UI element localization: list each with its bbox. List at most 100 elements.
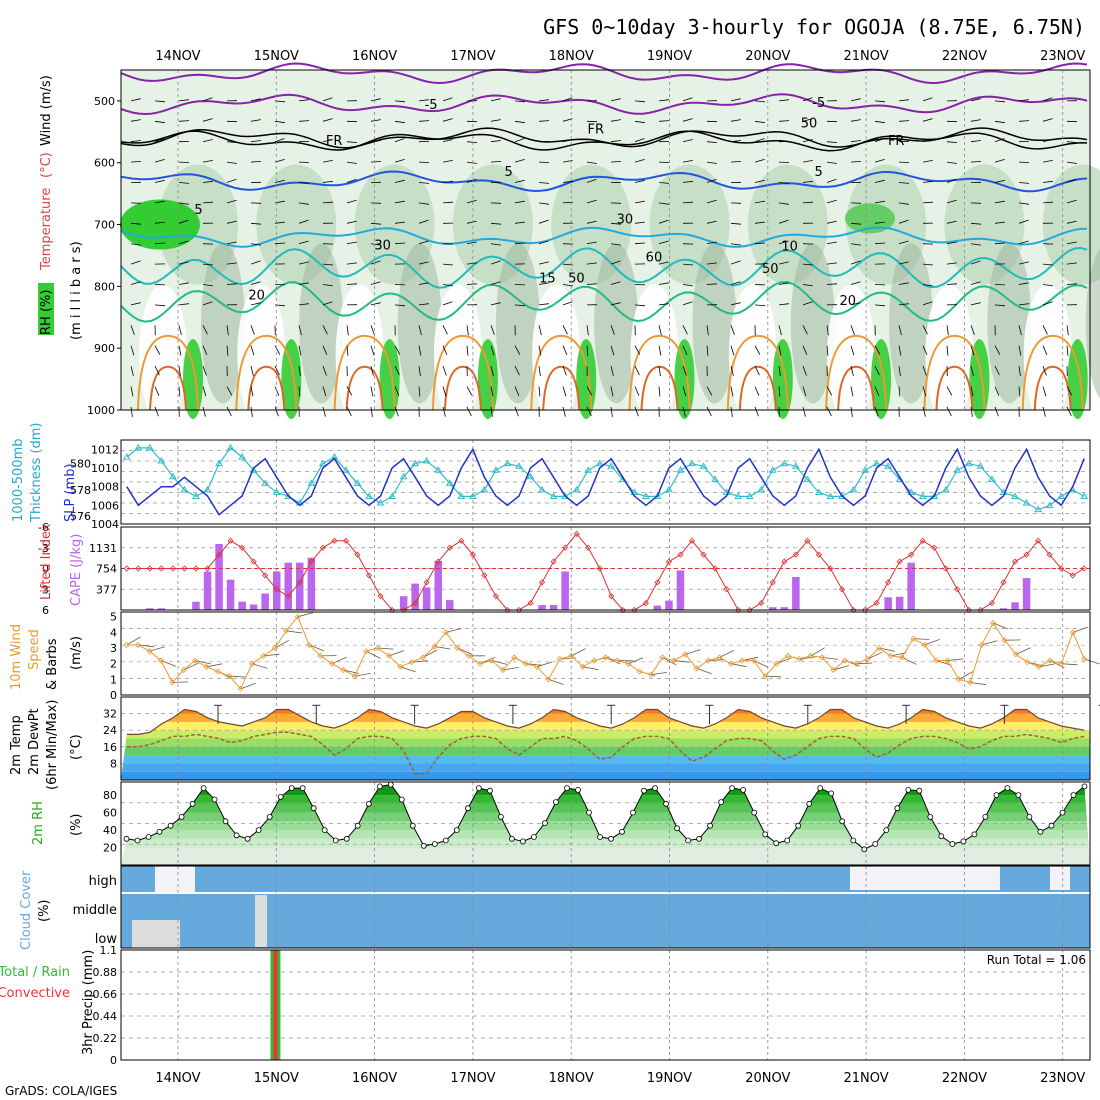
thickness-point xyxy=(988,475,996,482)
precip-tick: 0.44 xyxy=(93,1010,118,1023)
wind-barb xyxy=(466,199,477,204)
thickness-point xyxy=(861,466,869,473)
temp-color-band xyxy=(121,771,1090,780)
wind-barb xyxy=(658,325,662,336)
rh-point xyxy=(674,825,680,832)
wind-barb xyxy=(202,365,207,376)
wind-barb xyxy=(466,161,477,164)
wind-barb xyxy=(130,222,142,225)
wind-barb xyxy=(202,160,213,163)
thickness-label-2: Thickness (dm) xyxy=(29,423,44,523)
wind-barb xyxy=(1066,262,1077,265)
wind-barb xyxy=(490,366,494,376)
wind-barb xyxy=(610,406,613,417)
lifted-index-point xyxy=(458,537,465,544)
precip-label-1: Total / Rain xyxy=(0,965,70,980)
wind10-point xyxy=(955,676,962,683)
pressure-tick: 600 xyxy=(94,157,115,170)
wind-barb xyxy=(922,406,926,417)
wind10-barb xyxy=(901,657,917,665)
temperature-contour xyxy=(120,170,1088,193)
rh-point xyxy=(608,835,614,842)
cape-bar xyxy=(653,605,662,610)
wind-barb xyxy=(682,180,693,183)
wind-barb xyxy=(658,202,669,205)
wind10-point xyxy=(465,652,472,659)
wind-barb xyxy=(1042,406,1046,417)
wind-barb xyxy=(730,222,742,225)
cape-bar xyxy=(792,577,800,610)
wind-barb xyxy=(754,386,760,396)
wind-barb xyxy=(298,120,310,122)
wind10-point xyxy=(750,657,757,664)
thickness-point xyxy=(157,457,166,464)
wind-barb xyxy=(826,178,837,183)
wind-barb xyxy=(874,179,885,183)
thickness-point xyxy=(1080,492,1089,499)
wind-barb xyxy=(322,139,333,143)
wind-barb xyxy=(346,178,357,183)
wind-barb xyxy=(730,140,741,143)
wind-barb xyxy=(490,161,502,163)
wind-barb xyxy=(1042,284,1053,287)
wind-barb xyxy=(178,303,189,306)
wind-barb xyxy=(202,325,208,335)
lifted-index-point xyxy=(677,551,684,558)
temperature-contour xyxy=(120,246,1088,289)
wind-barb xyxy=(922,263,934,266)
wind-barb xyxy=(682,301,693,306)
wind-barb xyxy=(490,406,493,417)
wind-barb xyxy=(370,161,382,163)
wind-barb xyxy=(898,386,901,397)
thickness-point xyxy=(572,485,581,493)
wind-barb xyxy=(250,345,255,356)
rh-point xyxy=(145,834,152,840)
wind-barb xyxy=(922,97,933,102)
thickness-point xyxy=(688,459,696,467)
wind10-point xyxy=(294,613,301,620)
date-label-bottom: 21NOV xyxy=(844,1071,889,1086)
thickness-point xyxy=(745,492,754,499)
wind-barb xyxy=(298,345,302,356)
wind-barb xyxy=(994,200,1005,204)
wind-barb xyxy=(298,182,310,184)
wind10-point xyxy=(283,627,290,634)
wind-barb xyxy=(250,140,261,143)
wind-barb xyxy=(586,178,597,183)
wind-barb xyxy=(442,160,453,163)
cape-tick: 1131 xyxy=(89,542,117,555)
wind-barb xyxy=(442,345,448,356)
thickness-point xyxy=(261,479,270,486)
wind-barb xyxy=(346,283,358,285)
wind-barb xyxy=(778,366,781,377)
lifted-index-point xyxy=(181,565,188,572)
thickness-point xyxy=(849,485,858,493)
wind-barb xyxy=(1018,240,1029,245)
wind-barb xyxy=(850,119,861,122)
rh-point xyxy=(795,822,802,829)
temp-tick: 16 xyxy=(103,741,117,754)
wind-barb xyxy=(130,386,134,397)
wind-barb xyxy=(442,325,448,335)
wind10-point xyxy=(511,654,518,661)
temp-color-band xyxy=(121,746,1090,756)
rh-point xyxy=(365,800,372,807)
wind10-barb xyxy=(776,657,792,665)
precip-label-3: 3hr Precip (mm) xyxy=(81,950,96,1055)
wind-barb xyxy=(346,386,353,396)
thickness-point xyxy=(376,499,385,506)
wind-barb xyxy=(418,282,429,285)
rh-point xyxy=(420,842,427,849)
wind-barb xyxy=(346,406,352,417)
wind10-barb xyxy=(890,652,907,657)
wind-barb xyxy=(610,243,621,246)
wind10-tick: 3 xyxy=(110,642,117,655)
temp-color-band xyxy=(121,730,1090,739)
wind-barb xyxy=(538,120,550,122)
wind-barb xyxy=(226,241,237,245)
wind-barb xyxy=(1042,97,1053,102)
wind-barb xyxy=(1018,325,1022,336)
wind10-point xyxy=(602,654,609,661)
wind-barb xyxy=(994,100,1006,103)
wind-barb xyxy=(538,386,541,397)
